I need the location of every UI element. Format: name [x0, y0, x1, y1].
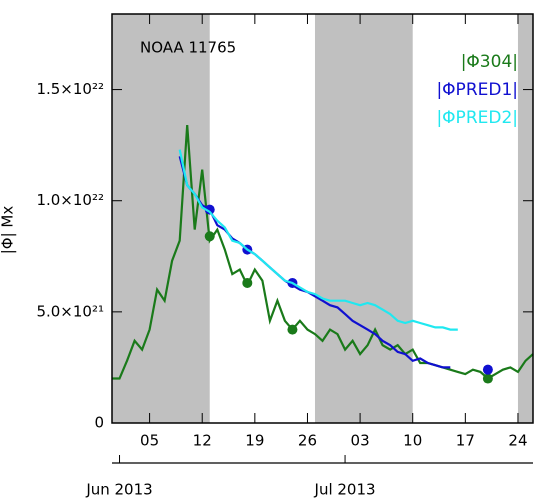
plot-area — [112, 125, 534, 384]
marker — [204, 231, 215, 242]
x-tick-label: 03 — [351, 432, 370, 450]
legend-entry: |Φ304| — [461, 52, 518, 72]
marker — [482, 364, 493, 375]
series-line — [112, 125, 534, 380]
y-axis-label: |Φ| Mx — [0, 206, 17, 255]
y-tick-label: 1.0×10²² — [36, 191, 104, 209]
marker — [482, 373, 493, 384]
x-tick-label: 05 — [140, 432, 159, 450]
marker — [287, 324, 298, 335]
shading — [112, 14, 533, 423]
shaded-range — [517, 14, 533, 423]
month-tick-label: Jul 2013 — [314, 481, 376, 499]
marker — [242, 277, 253, 288]
x-tick-label: 17 — [456, 432, 475, 450]
x-tick-label: 26 — [298, 432, 317, 450]
marker — [204, 204, 215, 215]
legend-entry: |ΦPRED2| — [436, 108, 518, 128]
x-tick-label: 24 — [508, 432, 527, 450]
x-tick-label: 12 — [193, 432, 212, 450]
plot-frame — [111, 13, 534, 424]
shaded-range — [314, 14, 413, 423]
annotation: NOAA 11765 — [140, 39, 236, 57]
y-tick-label: 1.5×10²² — [36, 80, 104, 98]
y-tick-label: 5.0×10²¹ — [36, 302, 104, 320]
y-tick-label: 0 — [94, 414, 104, 432]
series-line — [178, 149, 458, 331]
x-tick-label: 19 — [245, 432, 264, 450]
month-tick-label: Jun 2013 — [85, 481, 152, 499]
legend-entry: |ΦPRED1| — [436, 80, 518, 100]
x-tick-label: 10 — [403, 432, 422, 450]
